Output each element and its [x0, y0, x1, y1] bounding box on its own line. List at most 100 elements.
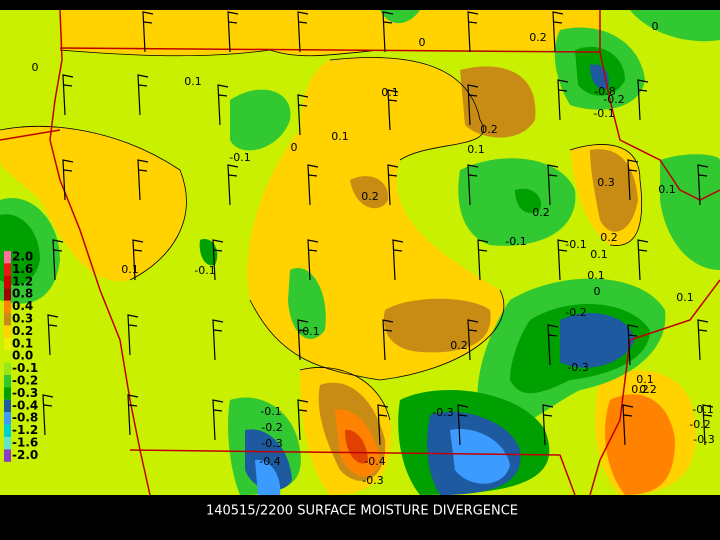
wind-barb — [127, 394, 139, 436]
legend-label: 1.6 — [12, 262, 33, 276]
wind-barb — [212, 319, 224, 361]
legend-swatch — [4, 424, 11, 437]
legend-label: -0.8 — [12, 411, 38, 425]
legend-label: -2.0 — [12, 448, 38, 462]
legend-swatch — [4, 412, 11, 425]
wind-barb — [307, 164, 319, 206]
wind-barb — [297, 11, 309, 53]
wind-barb — [212, 239, 224, 281]
wind-barb — [227, 164, 239, 206]
contour-label: 0 — [291, 141, 298, 154]
legend-label: 0.2 — [12, 324, 33, 338]
wind-barb — [557, 239, 569, 281]
contour-label: 0.1 — [587, 269, 605, 282]
wind-barb — [132, 239, 144, 281]
legend-swatch — [4, 275, 11, 289]
wind-barb — [387, 89, 399, 131]
legend-label: -1.2 — [12, 423, 38, 437]
wind-barb — [297, 319, 309, 361]
contour-label: 0 — [594, 285, 601, 298]
wind-barb — [47, 314, 59, 356]
wind-barb — [467, 319, 479, 361]
contour-label: 0.1 — [636, 373, 654, 386]
wind-barb — [307, 239, 319, 281]
legend-swatch — [4, 399, 11, 413]
contour-label: -0.1 — [194, 264, 215, 277]
wind-barb — [467, 11, 479, 53]
wind-barb — [297, 399, 309, 441]
legend-label: 0.3 — [12, 312, 33, 326]
contour-label: -0.2 — [603, 93, 624, 106]
contour-label: 0.1 — [381, 86, 399, 99]
contour-label: 0.1 — [331, 130, 349, 143]
wind-barb — [62, 159, 74, 201]
wind-barb — [217, 84, 229, 126]
wind-barb — [142, 11, 154, 53]
wind-barb — [697, 319, 709, 361]
contour-label: -0.1 — [260, 405, 281, 418]
legend-swatch — [4, 251, 11, 264]
wind-barb — [637, 239, 649, 281]
contour-label: 0.2 — [529, 31, 547, 44]
contour-label: -0.1 — [298, 325, 319, 338]
legend-swatch — [4, 337, 11, 351]
legend-swatch — [4, 437, 11, 450]
wind-barb — [557, 79, 569, 121]
wind-barb — [137, 159, 149, 201]
contour-label: -0.1 — [593, 107, 614, 120]
legend-swatch — [4, 313, 11, 326]
contour-label: -0.3 — [362, 474, 383, 487]
contour-label: 0.2 — [532, 206, 550, 219]
legend-label: -0.3 — [12, 386, 38, 400]
legend-label: 0.4 — [12, 299, 33, 313]
wind-barb — [62, 74, 74, 116]
contour-label: -0.3 — [567, 361, 588, 374]
contour-label: 0.1 — [676, 291, 694, 304]
wind-barb — [627, 324, 639, 366]
contour-label: 0.2 — [361, 190, 379, 203]
contour-label: -0.3 — [261, 437, 282, 450]
legend-label: 1.2 — [12, 274, 33, 288]
wind-barb — [542, 404, 554, 446]
contour-label: -0.3 — [693, 433, 714, 446]
wind-barb — [702, 404, 714, 446]
wind-barb — [297, 94, 309, 136]
contour-label: 0.1 — [590, 248, 608, 261]
contour-label: 0.1 — [184, 75, 202, 88]
wind-barb — [622, 404, 634, 446]
contour-label: 0.2 — [639, 383, 657, 396]
contour-label: -0.1 — [229, 151, 250, 164]
legend-swatch — [4, 288, 11, 301]
contour-label: 0.2 — [600, 231, 618, 244]
wind-barb — [382, 319, 394, 361]
moisture-field — [0, 10, 720, 495]
wind-barb — [547, 324, 559, 366]
contour-label: -0.2 — [689, 418, 710, 431]
wind-barb — [52, 239, 64, 281]
wind-barb — [552, 11, 564, 53]
contour-label: 0 — [419, 36, 426, 49]
legend-label: 0.1 — [12, 336, 33, 350]
wind-barb — [467, 84, 479, 126]
legend-label: -0.4 — [12, 398, 38, 412]
contour-label: -0.1 — [692, 403, 713, 416]
contour-label: 0 — [652, 20, 659, 33]
contour-label: -0.2 — [565, 306, 586, 319]
legend-swatch — [4, 325, 11, 338]
wind-barb — [477, 239, 489, 281]
contour-label: 0.2 — [450, 339, 468, 352]
legend-label: -0.1 — [12, 361, 38, 375]
wind-barb — [457, 404, 469, 446]
wind-barb — [382, 11, 394, 53]
wind-barb — [212, 399, 224, 441]
contour-label: -0.2 — [261, 421, 282, 434]
wind-barb — [227, 11, 239, 53]
legend-swatch — [4, 449, 11, 462]
contour-label: -0.8 — [594, 85, 615, 98]
contour-label: -0.1 — [505, 235, 526, 248]
caption: 140515/2200 SURFACE MOISTURE DIVERGENCE — [206, 504, 518, 519]
legend-swatch — [4, 350, 11, 363]
wind-barb — [377, 404, 389, 446]
wind-barb — [467, 164, 479, 206]
